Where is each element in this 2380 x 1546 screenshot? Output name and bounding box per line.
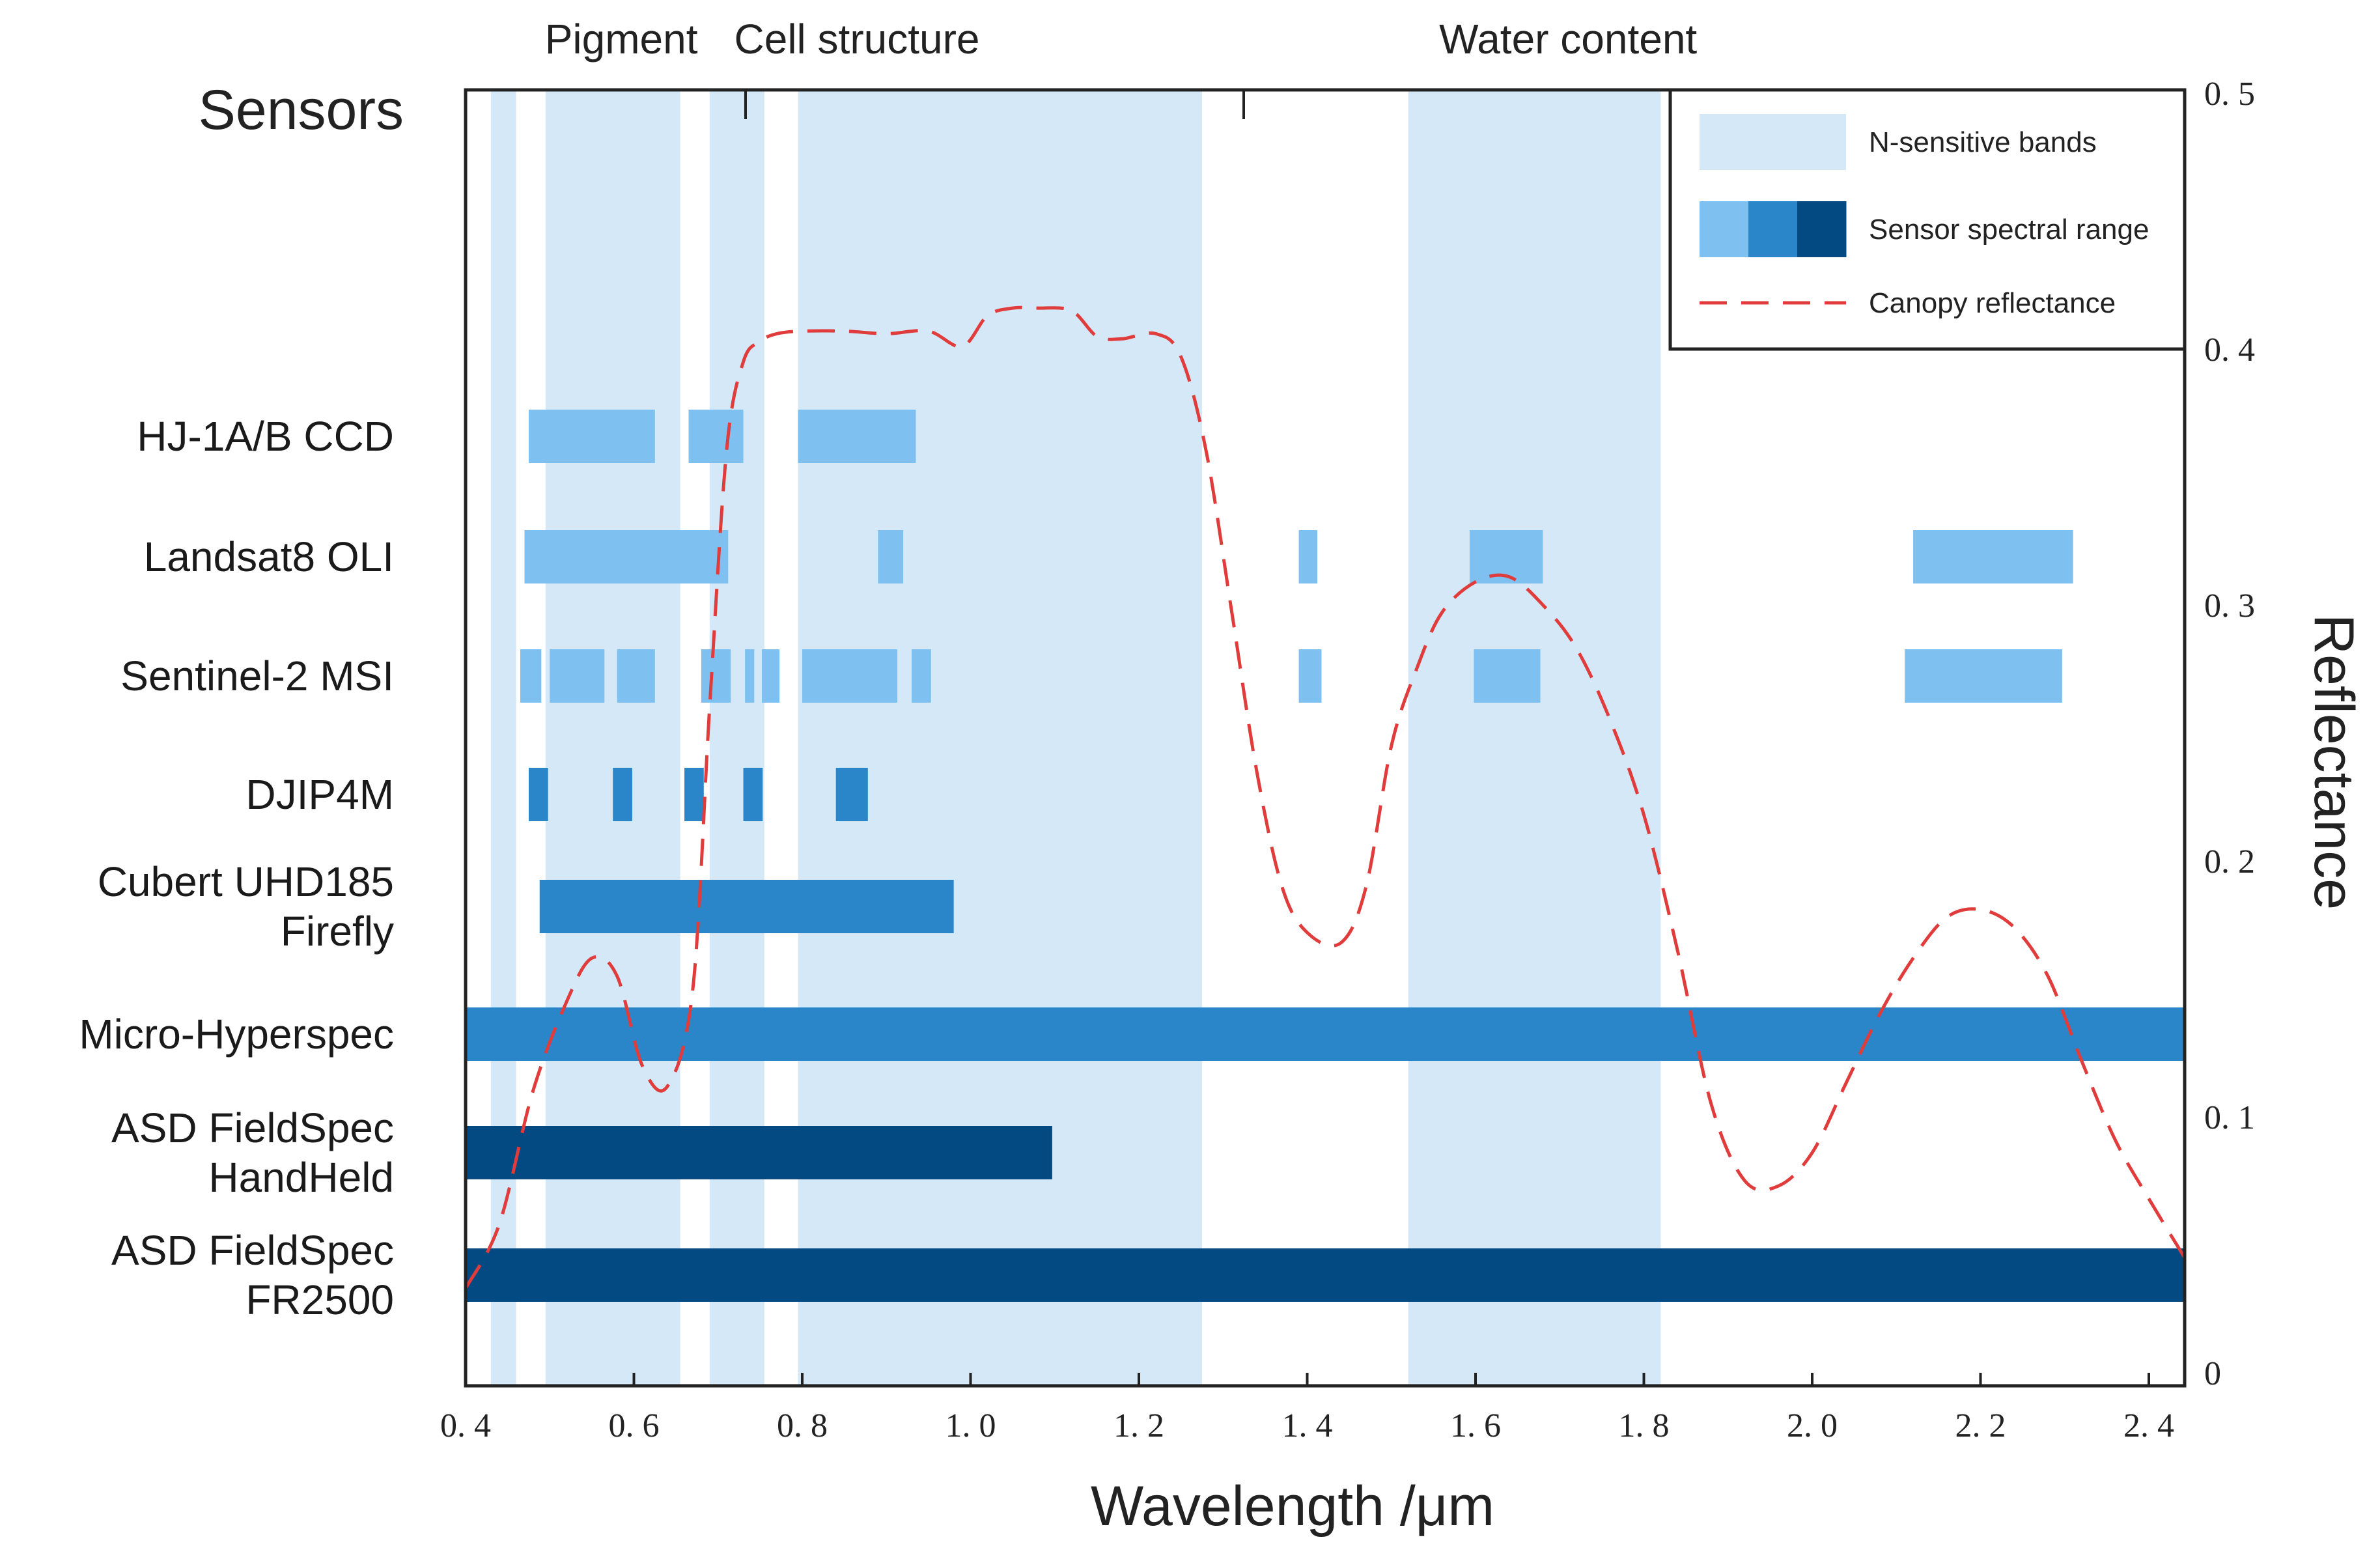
plot-frame: [464, 88, 2187, 1388]
x-tick-label: 1. 6: [1450, 1407, 1501, 1444]
y-tick-label: 0. 5: [2204, 76, 2255, 113]
n-sensitive-band-layer: [490, 90, 1661, 1386]
y-tick-label: 0. 3: [2204, 587, 2255, 625]
legend-label: N-sensitive bands: [1869, 126, 2097, 158]
x-tick-label: 0. 6: [609, 1407, 660, 1444]
sensor-band-bar: [520, 649, 542, 703]
sensor-label: Firefly: [281, 908, 394, 955]
band-category-label: Water content: [1439, 16, 1697, 63]
sensor-band-bar: [743, 768, 763, 821]
sensor-band-bar: [684, 768, 704, 821]
n-sensitive-band-1: [545, 90, 680, 1386]
legend-label: Sensor spectral range: [1869, 214, 2149, 246]
x-tick-label: 2. 4: [2123, 1407, 2174, 1444]
legend-swatch-sensor: [1700, 201, 1749, 257]
x-tick-label: 1. 0: [945, 1407, 996, 1444]
sensor-label: HandHeld: [208, 1154, 394, 1201]
reflectance-curve-layer: [464, 305, 2187, 1289]
legend-swatch-sensor: [1797, 201, 1847, 257]
sensor-band-bar: [1474, 649, 1541, 703]
n-sensitive-band-0: [490, 90, 516, 1386]
y-tick-label: 0: [2204, 1355, 2221, 1392]
sensor-band-bar: [878, 530, 904, 583]
sensor-label-layer: HJ-1A/B CCD Landsat8 OLI Sentinel-2 MSI DJI…: [79, 413, 394, 1323]
sensor-label: FR2500: [245, 1276, 394, 1323]
sensor-band-bar: [835, 768, 868, 821]
sensor-label: Landsat8 OLI: [144, 533, 394, 580]
sensor-band-bar: [550, 649, 605, 703]
sensor-band-bar: [761, 649, 780, 703]
band-category-layer: Pigment Cell structure Water content: [545, 16, 1698, 63]
sensor-band-bar: [524, 530, 729, 583]
sensor-band-bar: [613, 768, 632, 821]
sensor-band-bar: [745, 649, 755, 703]
band-category-label: Pigment: [545, 16, 698, 63]
sensor-band-bar: [802, 649, 898, 703]
sensor-band-bar: [1298, 530, 1318, 583]
sensor-label: ASD FieldSpec: [111, 1104, 394, 1151]
y-tick-label: 0. 4: [2204, 331, 2255, 369]
legend-label: Canopy reflectance: [1869, 287, 2116, 319]
x-tick-label: 1. 8: [1619, 1407, 1670, 1444]
sensor-band-bar: [1905, 649, 2062, 703]
legend-swatch-sensor: [1748, 201, 1798, 257]
sensor-label: ASD FieldSpec: [111, 1227, 394, 1274]
sensor-label: HJ-1A/B CCD: [137, 413, 394, 460]
sensor-band-bar: [466, 1007, 2185, 1061]
legend-swatch-band: [1700, 114, 1846, 170]
sensor-bar-layer: [466, 410, 2185, 1302]
y-tick-label: 0. 2: [2204, 843, 2255, 880]
n-sensitive-band-3: [798, 90, 1202, 1386]
sensor-band-bar: [798, 410, 916, 463]
sensor-band-bar: [528, 410, 655, 463]
n-sensitive-band-4: [1408, 90, 1661, 1386]
sensor-band-bar: [688, 410, 744, 463]
y-axis-title: Reflectance: [2303, 614, 2365, 910]
sensor-band-bar: [466, 1126, 1052, 1179]
sensors-heading: Sensors: [199, 79, 404, 141]
sensor-band-bar: [701, 649, 731, 703]
sensor-label: Micro-Hyperspec: [79, 1011, 394, 1058]
sensor-band-bar: [617, 649, 655, 703]
sensor-band-bar: [539, 880, 954, 933]
x-tick-label: 0. 4: [440, 1407, 491, 1444]
x-tick-label: 1. 2: [1113, 1407, 1164, 1444]
x-axis-title: Wavelength /μm: [1091, 1475, 1494, 1538]
sensor-band-bar: [1298, 649, 1322, 703]
band-category-label: Cell structure: [735, 16, 980, 63]
axis-layer: 0. 4 0. 6 0. 8 1. 0 1. 2 1. 4 1. 6 1. 8 2. 0 2. 2…: [440, 76, 2255, 1444]
sensor-band-bar: [912, 649, 931, 703]
x-tick-label: 0. 8: [777, 1407, 828, 1444]
n-sensitive-band-2: [709, 90, 764, 1386]
sensor-band-bar: [1913, 530, 2073, 583]
sensor-band-bar: [466, 1248, 2185, 1302]
x-tick-label: 1. 4: [1282, 1407, 1333, 1444]
sensor-label: DJIP4M: [245, 771, 394, 818]
sensor-label: Sentinel-2 MSI: [120, 653, 394, 699]
legend: N-sensitive bands Sensor spectral range Ca…: [1668, 88, 2187, 351]
sensor-label: Cubert UHD185: [98, 858, 394, 905]
y-tick-label: 0. 1: [2204, 1099, 2255, 1136]
sensor-band-bar: [528, 768, 548, 821]
canopy-reflectance-line: [464, 305, 2187, 1289]
x-tick-label: 2. 2: [1955, 1407, 2006, 1444]
x-tick-label: 2. 0: [1787, 1407, 1838, 1444]
